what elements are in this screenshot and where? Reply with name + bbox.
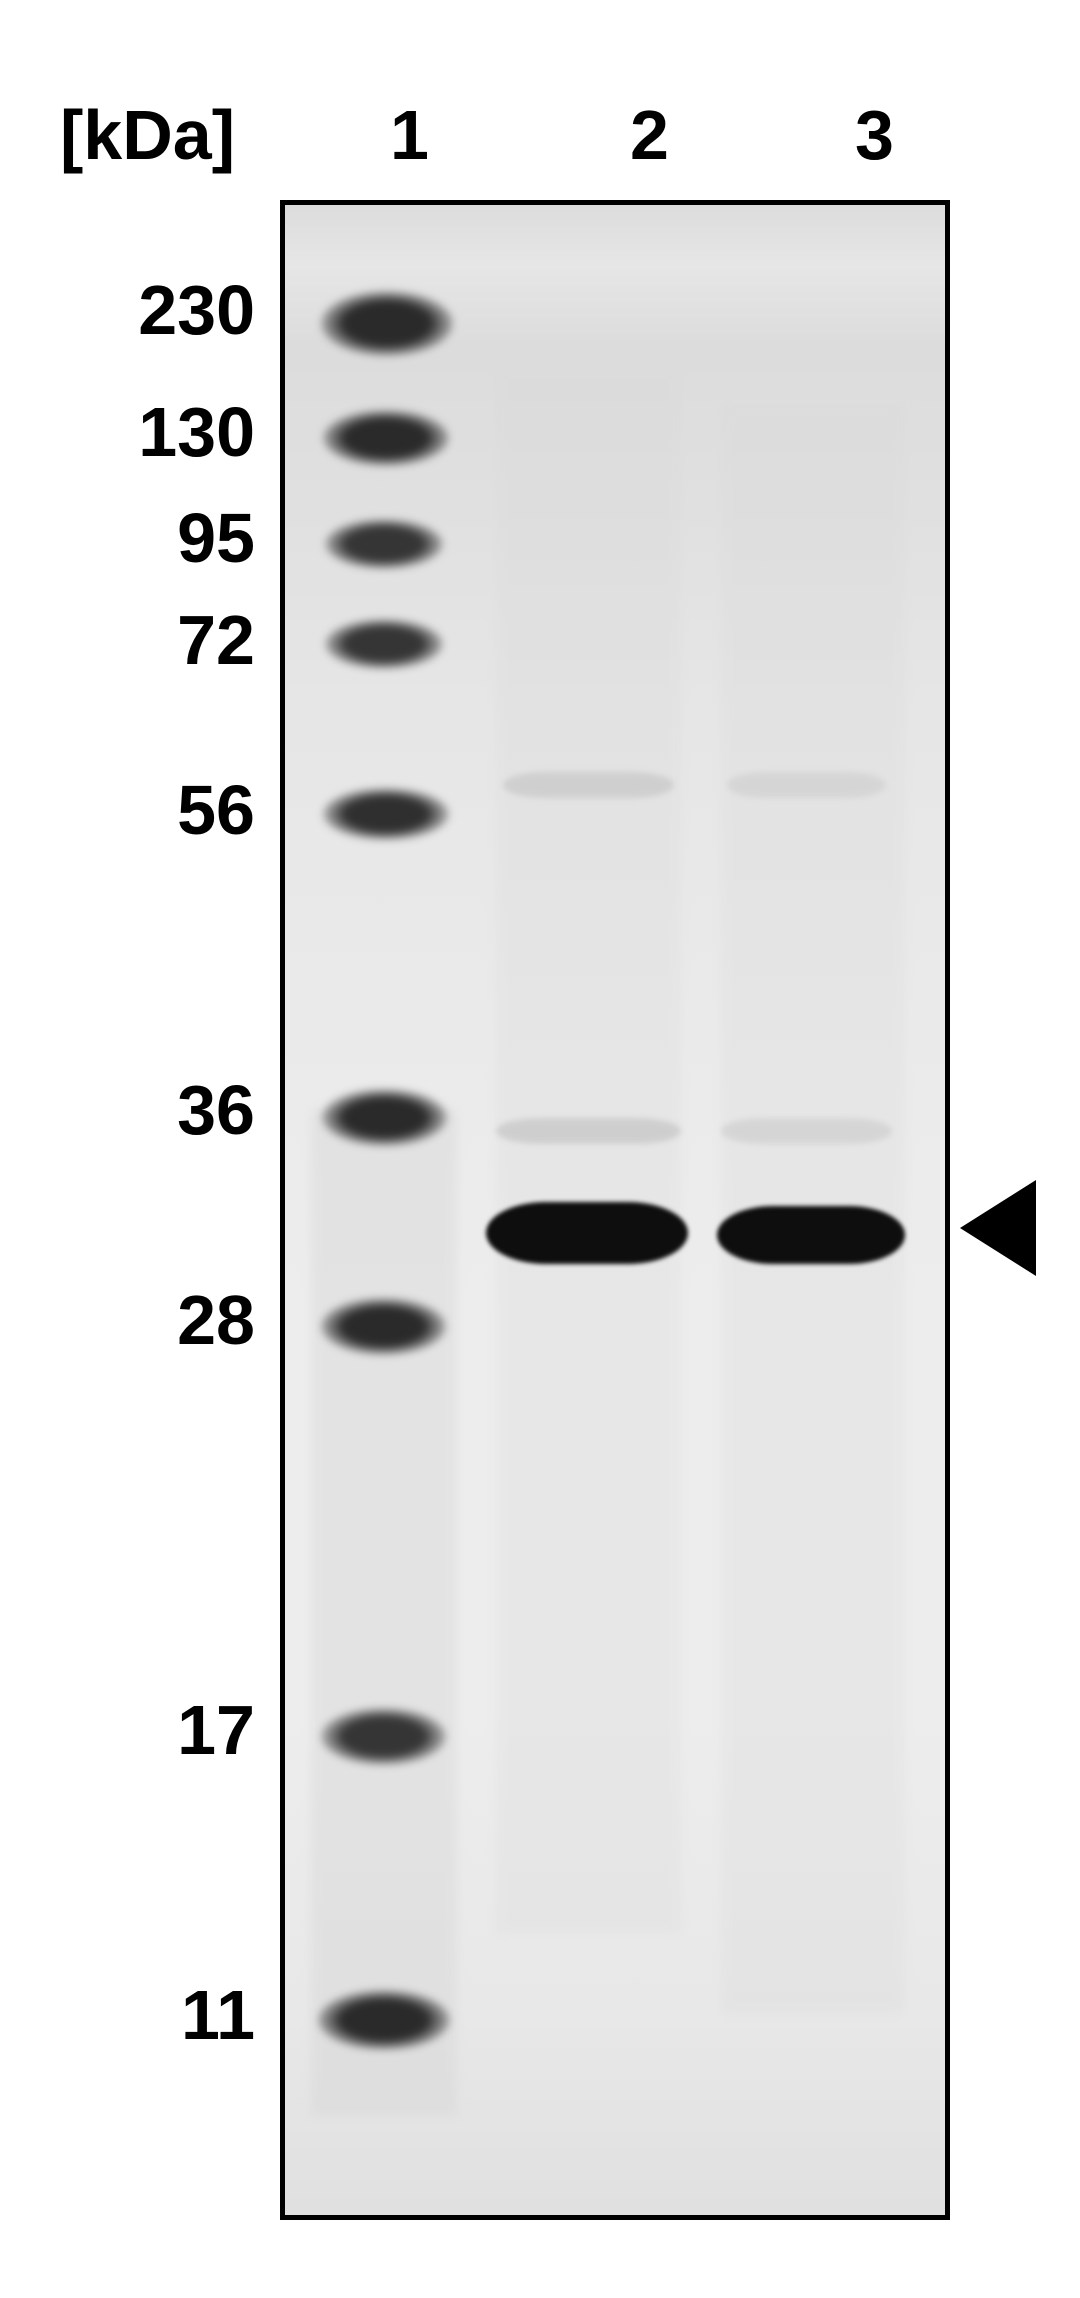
mw-label: 17 (0, 1690, 255, 1770)
mw-label: 11 (0, 1975, 255, 2055)
lane-label-2: 2 (630, 95, 669, 175)
ladder-band (325, 619, 444, 669)
target-band (486, 1202, 687, 1264)
mw-label: 72 (0, 600, 255, 680)
faint-band (721, 1118, 893, 1144)
ladder-band (322, 1089, 447, 1145)
gel-image (280, 200, 950, 2220)
kda-unit-label: [kDa] (60, 95, 235, 175)
mw-label: 130 (0, 392, 255, 472)
ladder-band (318, 1990, 450, 2050)
ladder-band (321, 1708, 446, 1764)
faint-band (727, 772, 885, 798)
lane-label-3: 3 (855, 95, 894, 175)
lane-label-1: 1 (390, 95, 429, 175)
faint-band (496, 1118, 681, 1144)
ladder-band (323, 788, 448, 840)
ladder-band (321, 1298, 446, 1354)
mw-label: 56 (0, 770, 255, 850)
gel-streak (496, 366, 681, 1934)
mw-label: 95 (0, 498, 255, 578)
figure-container: [kDa] 1 2 3 230 130 95 72 56 36 28 17 11 (0, 0, 1080, 2298)
gel-streak (311, 1110, 456, 2115)
faint-band (503, 772, 675, 798)
mw-label: 230 (0, 270, 255, 350)
mw-label: 28 (0, 1280, 255, 1360)
target-band-arrow-icon (960, 1180, 1036, 1276)
ladder-band (323, 410, 448, 466)
ladder-band (321, 291, 453, 355)
mw-label: 36 (0, 1070, 255, 1150)
target-band (717, 1206, 905, 1264)
ladder-band (325, 519, 444, 569)
